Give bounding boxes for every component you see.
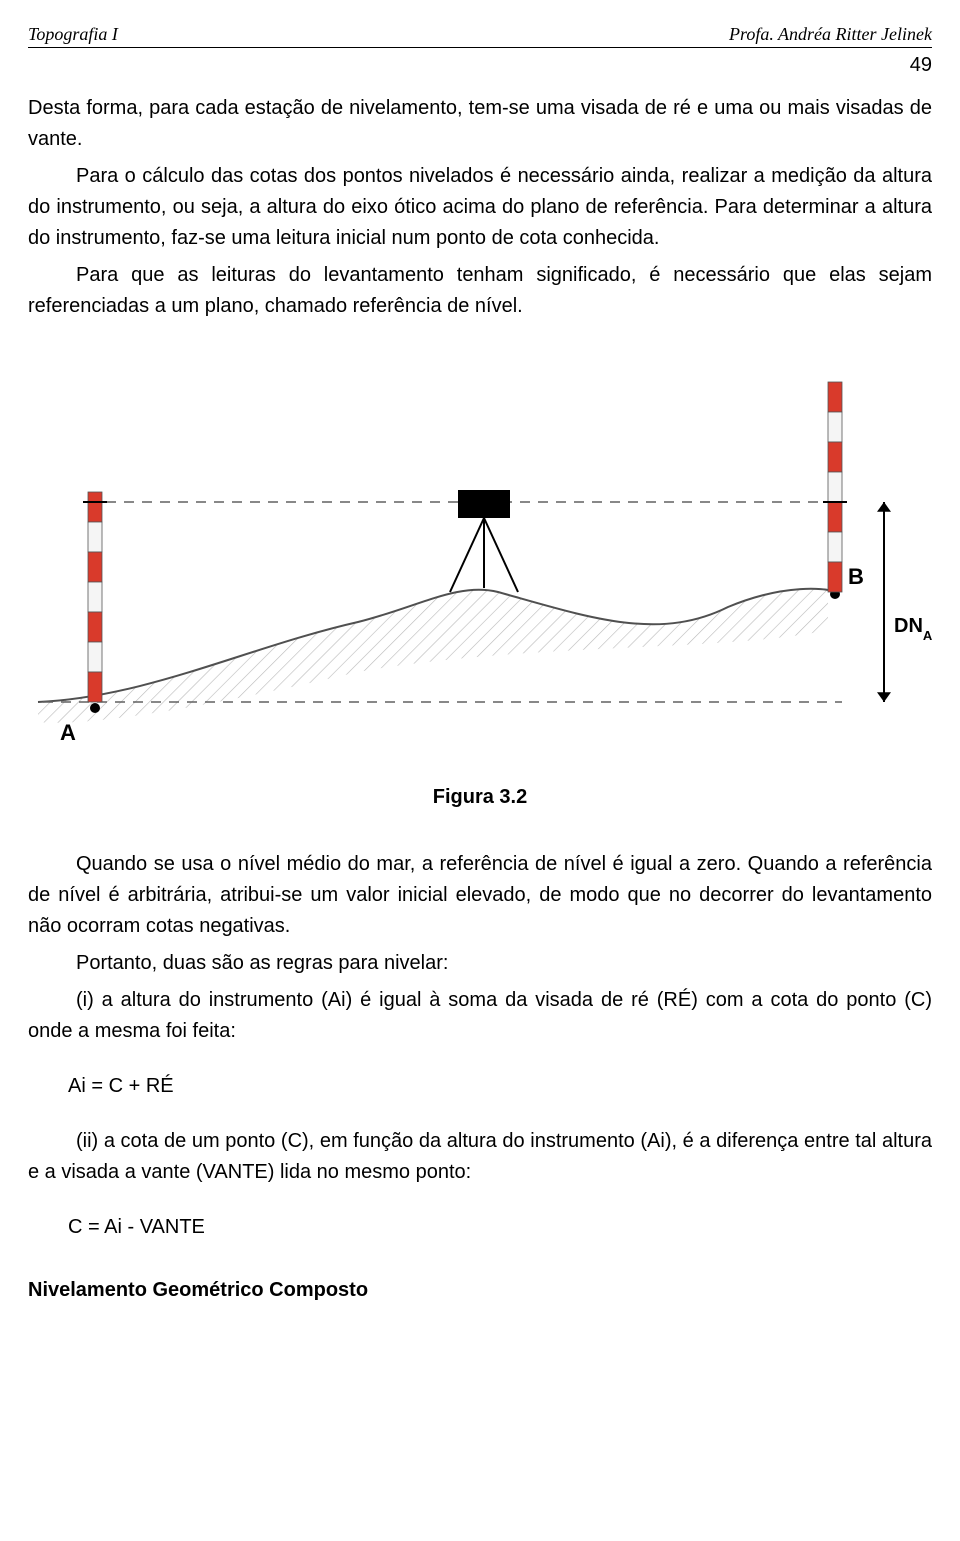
svg-text:A: A (60, 720, 76, 745)
svg-text:DNAB: DNAB (894, 615, 932, 643)
formula-2: C = Ai - VANTE (68, 1216, 932, 1239)
paragraph-7: (ii) a cota de um ponto (C), em função d… (28, 1126, 932, 1188)
page-header: Topografia I Profa. Andréa Ritter Jeline… (28, 24, 932, 48)
paragraph-5: Portanto, duas são as regras para nivela… (28, 948, 932, 979)
header-left: Topografia I (28, 24, 118, 45)
page-number: 49 (28, 54, 932, 77)
paragraph-6: (i) a altura do instrumento (Ai) é igual… (28, 985, 932, 1047)
paragraph-2: Para o cálculo das cotas dos pontos nive… (28, 161, 932, 254)
header-right: Profa. Andréa Ritter Jelinek (729, 24, 932, 45)
paragraph-4: Quando se usa o nível médio do mar, a re… (28, 849, 932, 942)
section-title: Nivelamento Geométrico Composto (28, 1279, 932, 1302)
paragraph-3: Para que as leituras do levantamento ten… (28, 260, 932, 322)
svg-text:B: B (848, 564, 864, 589)
paragraph-1: Desta forma, para cada estação de nivela… (28, 93, 932, 155)
formula-1: Ai = C + RÉ (68, 1075, 932, 1098)
figure-caption: Figura 3.2 (28, 786, 932, 809)
figure-diagram: A B DNAB (28, 342, 932, 762)
